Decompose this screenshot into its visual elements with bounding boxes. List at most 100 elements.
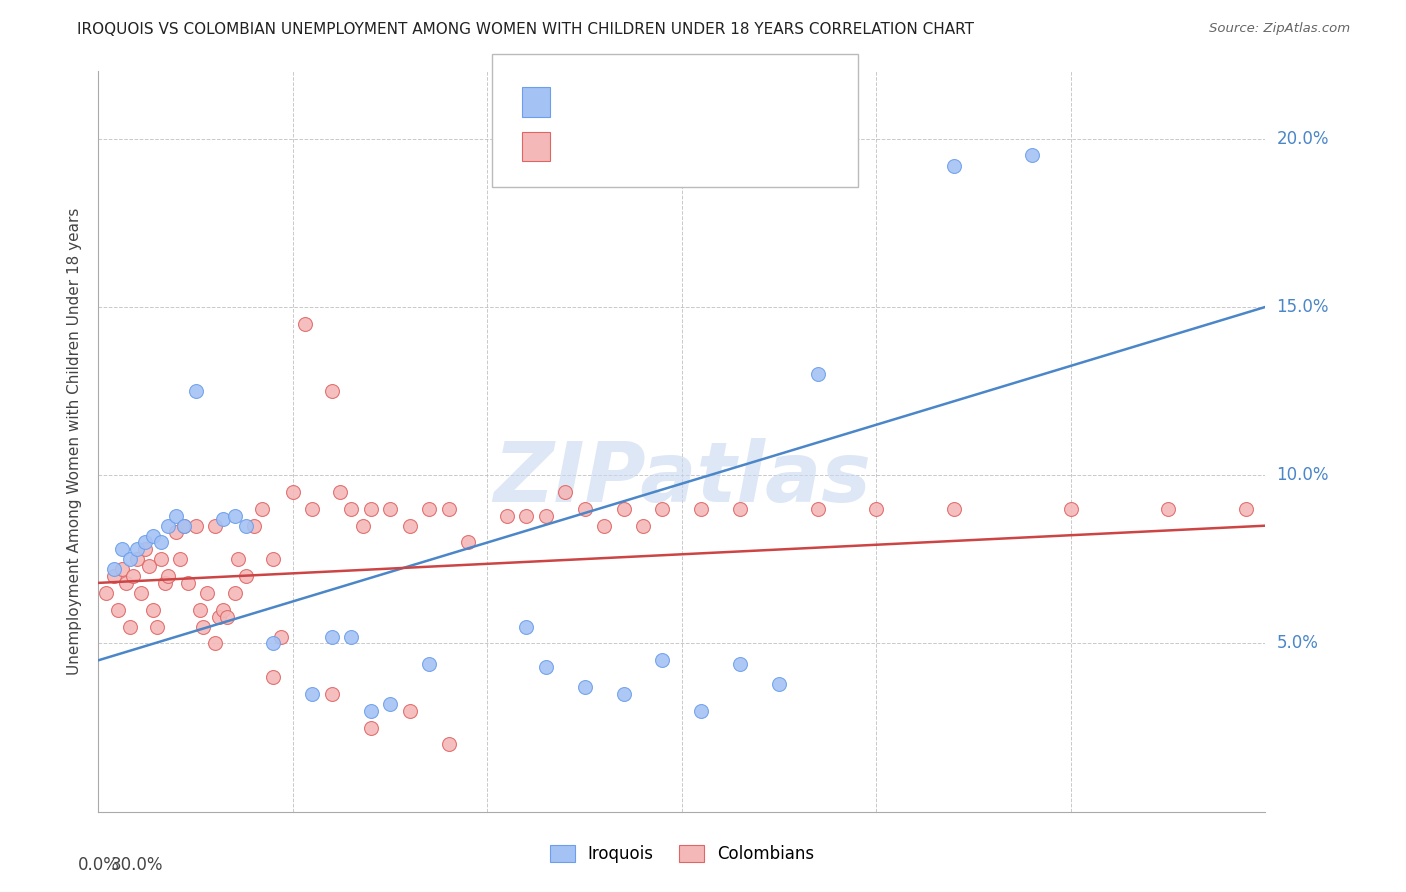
Text: R = 0.572: R = 0.572 — [560, 89, 650, 107]
Point — [193, 619, 215, 633]
Point — [149, 552, 172, 566]
Point — [301, 501, 323, 516]
Point — [142, 529, 165, 543]
Point — [496, 508, 519, 523]
Legend: Iroquois, Colombians: Iroquois, Colombians — [543, 838, 821, 870]
Point — [134, 542, 156, 557]
Point — [127, 552, 149, 566]
Point — [215, 609, 238, 624]
Point — [142, 603, 165, 617]
Point — [195, 586, 218, 600]
Point — [534, 660, 557, 674]
Point — [1157, 501, 1180, 516]
Point — [107, 603, 129, 617]
Point — [437, 501, 460, 516]
Text: 5.0%: 5.0% — [1277, 634, 1319, 652]
Point — [340, 501, 363, 516]
Point — [138, 559, 160, 574]
Point — [651, 653, 673, 667]
Point — [943, 501, 966, 516]
Point — [730, 501, 752, 516]
Point — [360, 721, 382, 735]
Point — [360, 501, 382, 516]
Point — [418, 501, 440, 516]
Point — [943, 159, 966, 173]
Point — [301, 687, 323, 701]
Point — [612, 501, 634, 516]
Point — [631, 518, 654, 533]
Point — [352, 518, 374, 533]
Point — [96, 586, 118, 600]
Point — [134, 535, 156, 549]
Point — [730, 657, 752, 671]
Point — [262, 636, 284, 650]
Point — [235, 569, 257, 583]
Point — [574, 680, 596, 694]
Point — [165, 525, 187, 540]
Point — [593, 518, 616, 533]
Point — [243, 518, 266, 533]
Point — [204, 636, 226, 650]
Point — [208, 609, 231, 624]
Point — [184, 384, 207, 398]
Point — [360, 704, 382, 718]
Point — [437, 738, 460, 752]
Point — [173, 518, 195, 533]
Point — [157, 518, 180, 533]
Text: N = 22: N = 22 — [710, 89, 773, 107]
Text: 15.0%: 15.0% — [1277, 298, 1329, 316]
Point — [1060, 501, 1083, 516]
Point — [865, 501, 887, 516]
Point — [651, 501, 673, 516]
Point — [250, 501, 273, 516]
Point — [398, 518, 420, 533]
Point — [111, 562, 134, 576]
Point — [534, 508, 557, 523]
Point — [270, 630, 292, 644]
Point — [169, 552, 191, 566]
Text: 30.0%: 30.0% — [111, 856, 163, 874]
Point — [103, 569, 125, 583]
Text: ZIPatlas: ZIPatlas — [494, 438, 870, 519]
Text: 0.0%: 0.0% — [77, 856, 120, 874]
Point — [457, 535, 479, 549]
Point — [380, 697, 402, 711]
Point — [690, 501, 713, 516]
Point — [262, 552, 284, 566]
Point — [188, 603, 211, 617]
Point — [149, 535, 172, 549]
Point — [574, 501, 596, 516]
Point — [204, 518, 226, 533]
Point — [807, 501, 830, 516]
Point — [129, 586, 152, 600]
Text: N = 71: N = 71 — [710, 134, 773, 152]
Point — [329, 485, 352, 500]
Y-axis label: Unemployment Among Women with Children Under 18 years: Unemployment Among Women with Children U… — [67, 208, 83, 675]
Point — [212, 512, 235, 526]
Point — [165, 508, 187, 523]
Point — [114, 575, 136, 590]
Point — [122, 569, 145, 583]
Point — [111, 542, 134, 557]
Point — [1021, 148, 1043, 162]
Text: IROQUOIS VS COLOMBIAN UNEMPLOYMENT AMONG WOMEN WITH CHILDREN UNDER 18 YEARS CORR: IROQUOIS VS COLOMBIAN UNEMPLOYMENT AMONG… — [77, 22, 974, 37]
Point — [103, 562, 125, 576]
Point — [398, 704, 420, 718]
Point — [380, 501, 402, 516]
Text: R = 0.100: R = 0.100 — [560, 134, 650, 152]
Point — [321, 687, 343, 701]
Point — [554, 485, 576, 500]
Point — [212, 603, 235, 617]
Point — [1234, 501, 1257, 516]
Point — [118, 552, 141, 566]
Point — [515, 619, 537, 633]
Point — [340, 630, 363, 644]
Point — [228, 552, 250, 566]
Point — [294, 317, 316, 331]
Point — [224, 508, 246, 523]
Point — [173, 518, 195, 533]
Point — [118, 619, 141, 633]
Point — [262, 670, 284, 684]
Point — [515, 508, 537, 523]
Text: Source: ZipAtlas.com: Source: ZipAtlas.com — [1209, 22, 1350, 36]
